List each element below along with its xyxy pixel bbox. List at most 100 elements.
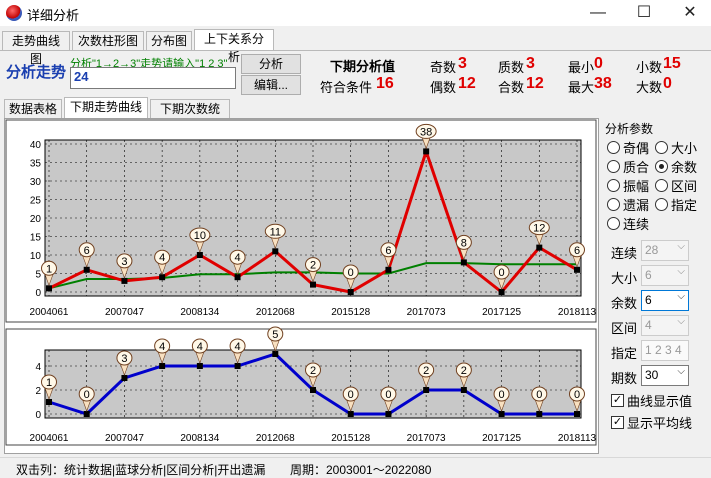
radio-amplitude[interactable]: 振幅 [607, 176, 649, 195]
radio-dot [607, 198, 620, 211]
data-label: 0 [385, 389, 391, 401]
data-point [234, 363, 241, 369]
data-point [159, 274, 166, 281]
data-label: 1 [46, 377, 52, 389]
data-point [498, 289, 505, 295]
show-values-checkbox[interactable]: ✓ 曲线显示值 [611, 391, 692, 410]
maximize-button[interactable]: ☐ [636, 4, 652, 21]
analysis-input[interactable]: 24 [70, 67, 236, 89]
data-point [574, 266, 580, 273]
even-value: 12 [458, 75, 476, 92]
lianxu-label: 连续 [611, 246, 638, 261]
data-point [121, 375, 128, 381]
tab-data-table[interactable]: 数据表格 [4, 99, 62, 119]
minimize-button[interactable]: — [590, 4, 606, 21]
tab-relation-analysis[interactable]: 上下关系分析 [194, 29, 274, 64]
params-group-title: 分析参数 [605, 122, 654, 136]
odd-value: 3 [458, 55, 467, 72]
odd-label: 奇数 [430, 60, 457, 75]
prime-value: 3 [526, 55, 535, 72]
radio-consecutive[interactable]: 连续 [607, 214, 649, 233]
sub-tab-bar: 数据表格 下期走势曲线 下期次数统计 [0, 96, 600, 134]
data-label: 11 [270, 226, 281, 238]
tab-count-bar-chart[interactable]: 次数柱形图 [72, 31, 144, 51]
radio-label: 振幅 [623, 179, 650, 194]
data-label: 6 [574, 245, 580, 257]
data-label: 2 [310, 260, 316, 272]
zhiding-input[interactable]: 1 2 3 4 [641, 340, 689, 361]
lianxu-select[interactable]: 28 ⌵ [641, 240, 689, 261]
value-bubble [380, 242, 397, 258]
radio-missing[interactable]: 遗漏 [607, 195, 649, 214]
yushu-select[interactable]: 6 ⌵ [641, 290, 689, 311]
radio-dot-selected [655, 160, 668, 173]
status-bar: 双击列：统计数据|蓝球分析|区间分析|开出遗漏 周期：2003001～20220… [0, 457, 711, 477]
data-label: 0 [348, 267, 354, 279]
radio-dot [607, 141, 620, 154]
tab-next-trend[interactable]: 下期走势曲线 [64, 97, 148, 119]
analyze-button[interactable]: 分析 [241, 54, 301, 74]
zhiding-label: 指定 [611, 346, 638, 361]
y-tick-label: 4 [35, 362, 41, 373]
tab-next-count[interactable]: 下期次数统计 [150, 99, 230, 134]
data-point [347, 411, 354, 417]
value-bubble [116, 253, 133, 269]
data-point [460, 259, 467, 266]
y-tick-label: 2 [35, 386, 41, 397]
data-label: 3 [121, 256, 127, 268]
radio-dot [655, 179, 668, 192]
radio-prime-composite[interactable]: 质合 [607, 157, 649, 176]
qujian-select[interactable]: 4 ⌵ [641, 315, 689, 336]
data-label: 2 [423, 365, 429, 377]
value-bubble [415, 123, 437, 139]
y-tick-label: 25 [30, 196, 42, 207]
tab-trend-chart[interactable]: 走势曲线图 [2, 31, 70, 66]
data-point [83, 266, 90, 273]
value-bubble [342, 264, 359, 280]
chart-panel: 0 5 10 15 20 25 30 35 40 2004061 2007047 2008134 201… [4, 118, 599, 454]
radio-odd-even[interactable]: 奇偶 [607, 138, 649, 157]
tab-distribution[interactable]: 分布图 [146, 31, 192, 51]
radio-dot [607, 160, 620, 173]
daxiao-select[interactable]: 6 ⌵ [641, 265, 689, 286]
chevron-down-icon: ⌵ [677, 291, 685, 302]
radio-size[interactable]: 大小 [655, 138, 697, 157]
data-label: 12 [533, 223, 545, 235]
select-value: 4 [645, 318, 652, 332]
edit-button[interactable]: 编辑... [241, 75, 301, 95]
show-average-checkbox[interactable]: ✓ 显示平均线 [611, 413, 692, 432]
value-bubble [531, 386, 548, 402]
top-tab-bar: 走势曲线图 次数柱形图 分布图 上下关系分析 [0, 28, 711, 66]
next-stats-header: 下期分析值 [330, 59, 396, 74]
close-button[interactable]: ✕ [683, 4, 697, 21]
data-point [385, 411, 392, 417]
small-label: 小数 [636, 60, 663, 75]
value-bubble [569, 242, 585, 258]
radio-label: 遗漏 [623, 198, 650, 213]
input-placeholder: 1 2 3 4 [645, 343, 682, 357]
data-point [83, 411, 90, 417]
x-tick-label: 2015128 [331, 433, 370, 444]
x-tick-label: 2012068 [256, 307, 295, 318]
even-label: 偶数 [430, 80, 457, 95]
value-bubble [191, 338, 208, 354]
qishu-select[interactable]: 30 ⌵ [641, 365, 689, 386]
data-point [196, 252, 203, 258]
radio-specified[interactable]: 指定 [655, 195, 697, 214]
y-tick-label: 15 [30, 233, 42, 244]
chevron-down-icon: ⌵ [677, 366, 685, 377]
value-bubble [229, 249, 246, 265]
data-label: 2 [310, 365, 316, 377]
value-bubble [380, 386, 397, 402]
radio-interval[interactable]: 区间 [655, 176, 697, 195]
radio-dot [607, 179, 620, 192]
qishu-label: 期数 [611, 371, 638, 386]
radio-label: 奇偶 [623, 141, 650, 156]
chevron-down-icon: ⌵ [677, 266, 685, 277]
radio-remainder[interactable]: 余数 [655, 157, 697, 176]
data-label: 6 [385, 245, 391, 257]
value-bubble [305, 362, 321, 378]
data-point [536, 411, 543, 417]
